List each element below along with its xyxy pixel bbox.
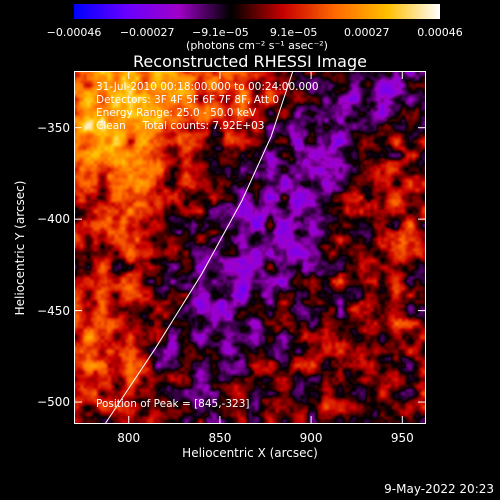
- solar-limb-line: [104, 70, 294, 425]
- x-tick-label: 900: [299, 431, 323, 445]
- colorbar-tick-label: 0.00027: [344, 26, 390, 39]
- y-tick-label: −450: [37, 303, 70, 318]
- y-tick-label: −400: [37, 212, 70, 227]
- x-axis-label: Heliocentric X (arcsec): [182, 446, 318, 460]
- heatmap-image: [74, 71, 426, 424]
- colorbar-tick-label: −9.1e−05: [192, 26, 249, 39]
- annotation-detectors: Detectors: 3F 4F 5F 6F 7F 8F, Att 0: [96, 94, 280, 106]
- colorbar-tick-label: 0.00046: [417, 26, 463, 39]
- plot-area: 31-Jul-2010 00:18:00.000 to 00:24:00.000…: [74, 70, 426, 425]
- annotation-clean-counts: Clean Total counts: 7.92E+03: [96, 120, 265, 132]
- x-tick-label: 800: [117, 431, 141, 445]
- colorbar-tick-label: 9.1e−05: [269, 26, 318, 39]
- chart-title: Reconstructed RHESSI Image: [133, 52, 367, 71]
- colorbar-tick-label: −0.00046: [46, 26, 102, 39]
- peak-position-label: Position of Peak = [845,-323]: [96, 398, 250, 410]
- timestamp: 9-May-2022 20:23: [384, 482, 494, 496]
- y-tick-label: −350: [37, 120, 70, 135]
- plot-overlay: [74, 70, 426, 425]
- annotation-energy-range: Energy Range: 25.0 - 50.0 keV: [96, 107, 257, 119]
- y-tick-label: −500: [37, 395, 70, 410]
- y-axis-label: Heliocentric Y (arcsec): [13, 180, 27, 316]
- x-tick-label: 850: [208, 431, 232, 445]
- colorbar-tick-label: −0.00027: [119, 26, 175, 39]
- x-tick-label: 950: [390, 431, 414, 445]
- colorbar-units: (photons cm⁻² s⁻¹ asec⁻²): [186, 39, 328, 52]
- colorbar-gradient: [74, 4, 440, 19]
- annotation-time-range: 31-Jul-2010 00:18:00.000 to 00:24:00.000: [96, 81, 319, 93]
- plot-frame: [74, 71, 426, 424]
